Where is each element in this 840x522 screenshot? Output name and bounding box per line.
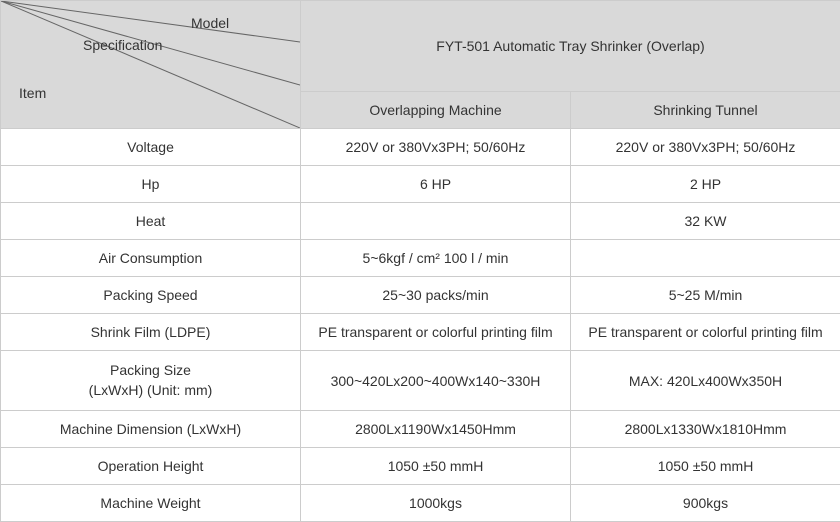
row-label: Machine Weight [1, 485, 301, 522]
table-row: Machine Weight 1000kgs 900kgs [1, 485, 840, 522]
table-row: Shrink Film (LDPE) PE transparent or col… [1, 314, 840, 351]
table-row: Voltage 220V or 380Vx3PH; 50/60Hz 220V o… [1, 129, 840, 166]
row-c1: 2800Lx1190Wx1450Hmm [301, 411, 571, 448]
row-label: Shrink Film (LDPE) [1, 314, 301, 351]
row-c2: MAX: 420Lx400Wx350H [571, 351, 840, 411]
row-c2: PE transparent or colorful printing film [571, 314, 840, 351]
header-product-title: FYT-501 Automatic Tray Shrinker (Overlap… [301, 1, 840, 92]
row-c2: 5~25 M/min [571, 277, 840, 314]
header-col-shrinking: Shrinking Tunnel [571, 92, 840, 129]
row-label: Machine Dimension (LxWxH) [1, 411, 301, 448]
row-c1 [301, 203, 571, 240]
row-c2: 32 KW [571, 203, 840, 240]
table-row: Machine Dimension (LxWxH) 2800Lx1190Wx14… [1, 411, 840, 448]
row-c1: PE transparent or colorful printing film [301, 314, 571, 351]
spec-table: Model Specification Item FYT-501 Automat… [0, 0, 840, 522]
header-col-overlapping: Overlapping Machine [301, 92, 571, 129]
table-row: Packing Size(LxWxH) (Unit: mm) 300~420Lx… [1, 351, 840, 411]
header-diagonal-cell: Model Specification Item [1, 1, 301, 129]
header-item-label: Item [19, 85, 46, 101]
row-label: Heat [1, 203, 301, 240]
row-c1: 25~30 packs/min [301, 277, 571, 314]
header-specification-label: Specification [83, 37, 162, 53]
row-c2: 900kgs [571, 485, 840, 522]
row-label: Hp [1, 166, 301, 203]
diagonal-lines [1, 1, 300, 128]
row-c1: 6 HP [301, 166, 571, 203]
row-c2: 2800Lx1330Wx1810Hmm [571, 411, 840, 448]
table-row: Operation Height 1050 ±50 mmH 1050 ±50 m… [1, 448, 840, 485]
row-c2: 1050 ±50 mmH [571, 448, 840, 485]
table-row: Packing Speed 25~30 packs/min 5~25 M/min [1, 277, 840, 314]
row-c1: 1000kgs [301, 485, 571, 522]
row-label: Packing Size(LxWxH) (Unit: mm) [1, 351, 301, 411]
row-c2 [571, 240, 840, 277]
row-label: Operation Height [1, 448, 301, 485]
row-label: Packing Speed [1, 277, 301, 314]
row-label: Air Consumption [1, 240, 301, 277]
header-model-label: Model [191, 15, 229, 31]
table-row: Air Consumption 5~6kgf / cm² 100 l / min [1, 240, 840, 277]
row-c2: 220V or 380Vx3PH; 50/60Hz [571, 129, 840, 166]
row-c1: 1050 ±50 mmH [301, 448, 571, 485]
row-c1: 5~6kgf / cm² 100 l / min [301, 240, 571, 277]
table-row: Hp 6 HP 2 HP [1, 166, 840, 203]
row-c1: 220V or 380Vx3PH; 50/60Hz [301, 129, 571, 166]
table-row: Heat 32 KW [1, 203, 840, 240]
row-c1: 300~420Lx200~400Wx140~330H [301, 351, 571, 411]
row-label: Voltage [1, 129, 301, 166]
row-c2: 2 HP [571, 166, 840, 203]
